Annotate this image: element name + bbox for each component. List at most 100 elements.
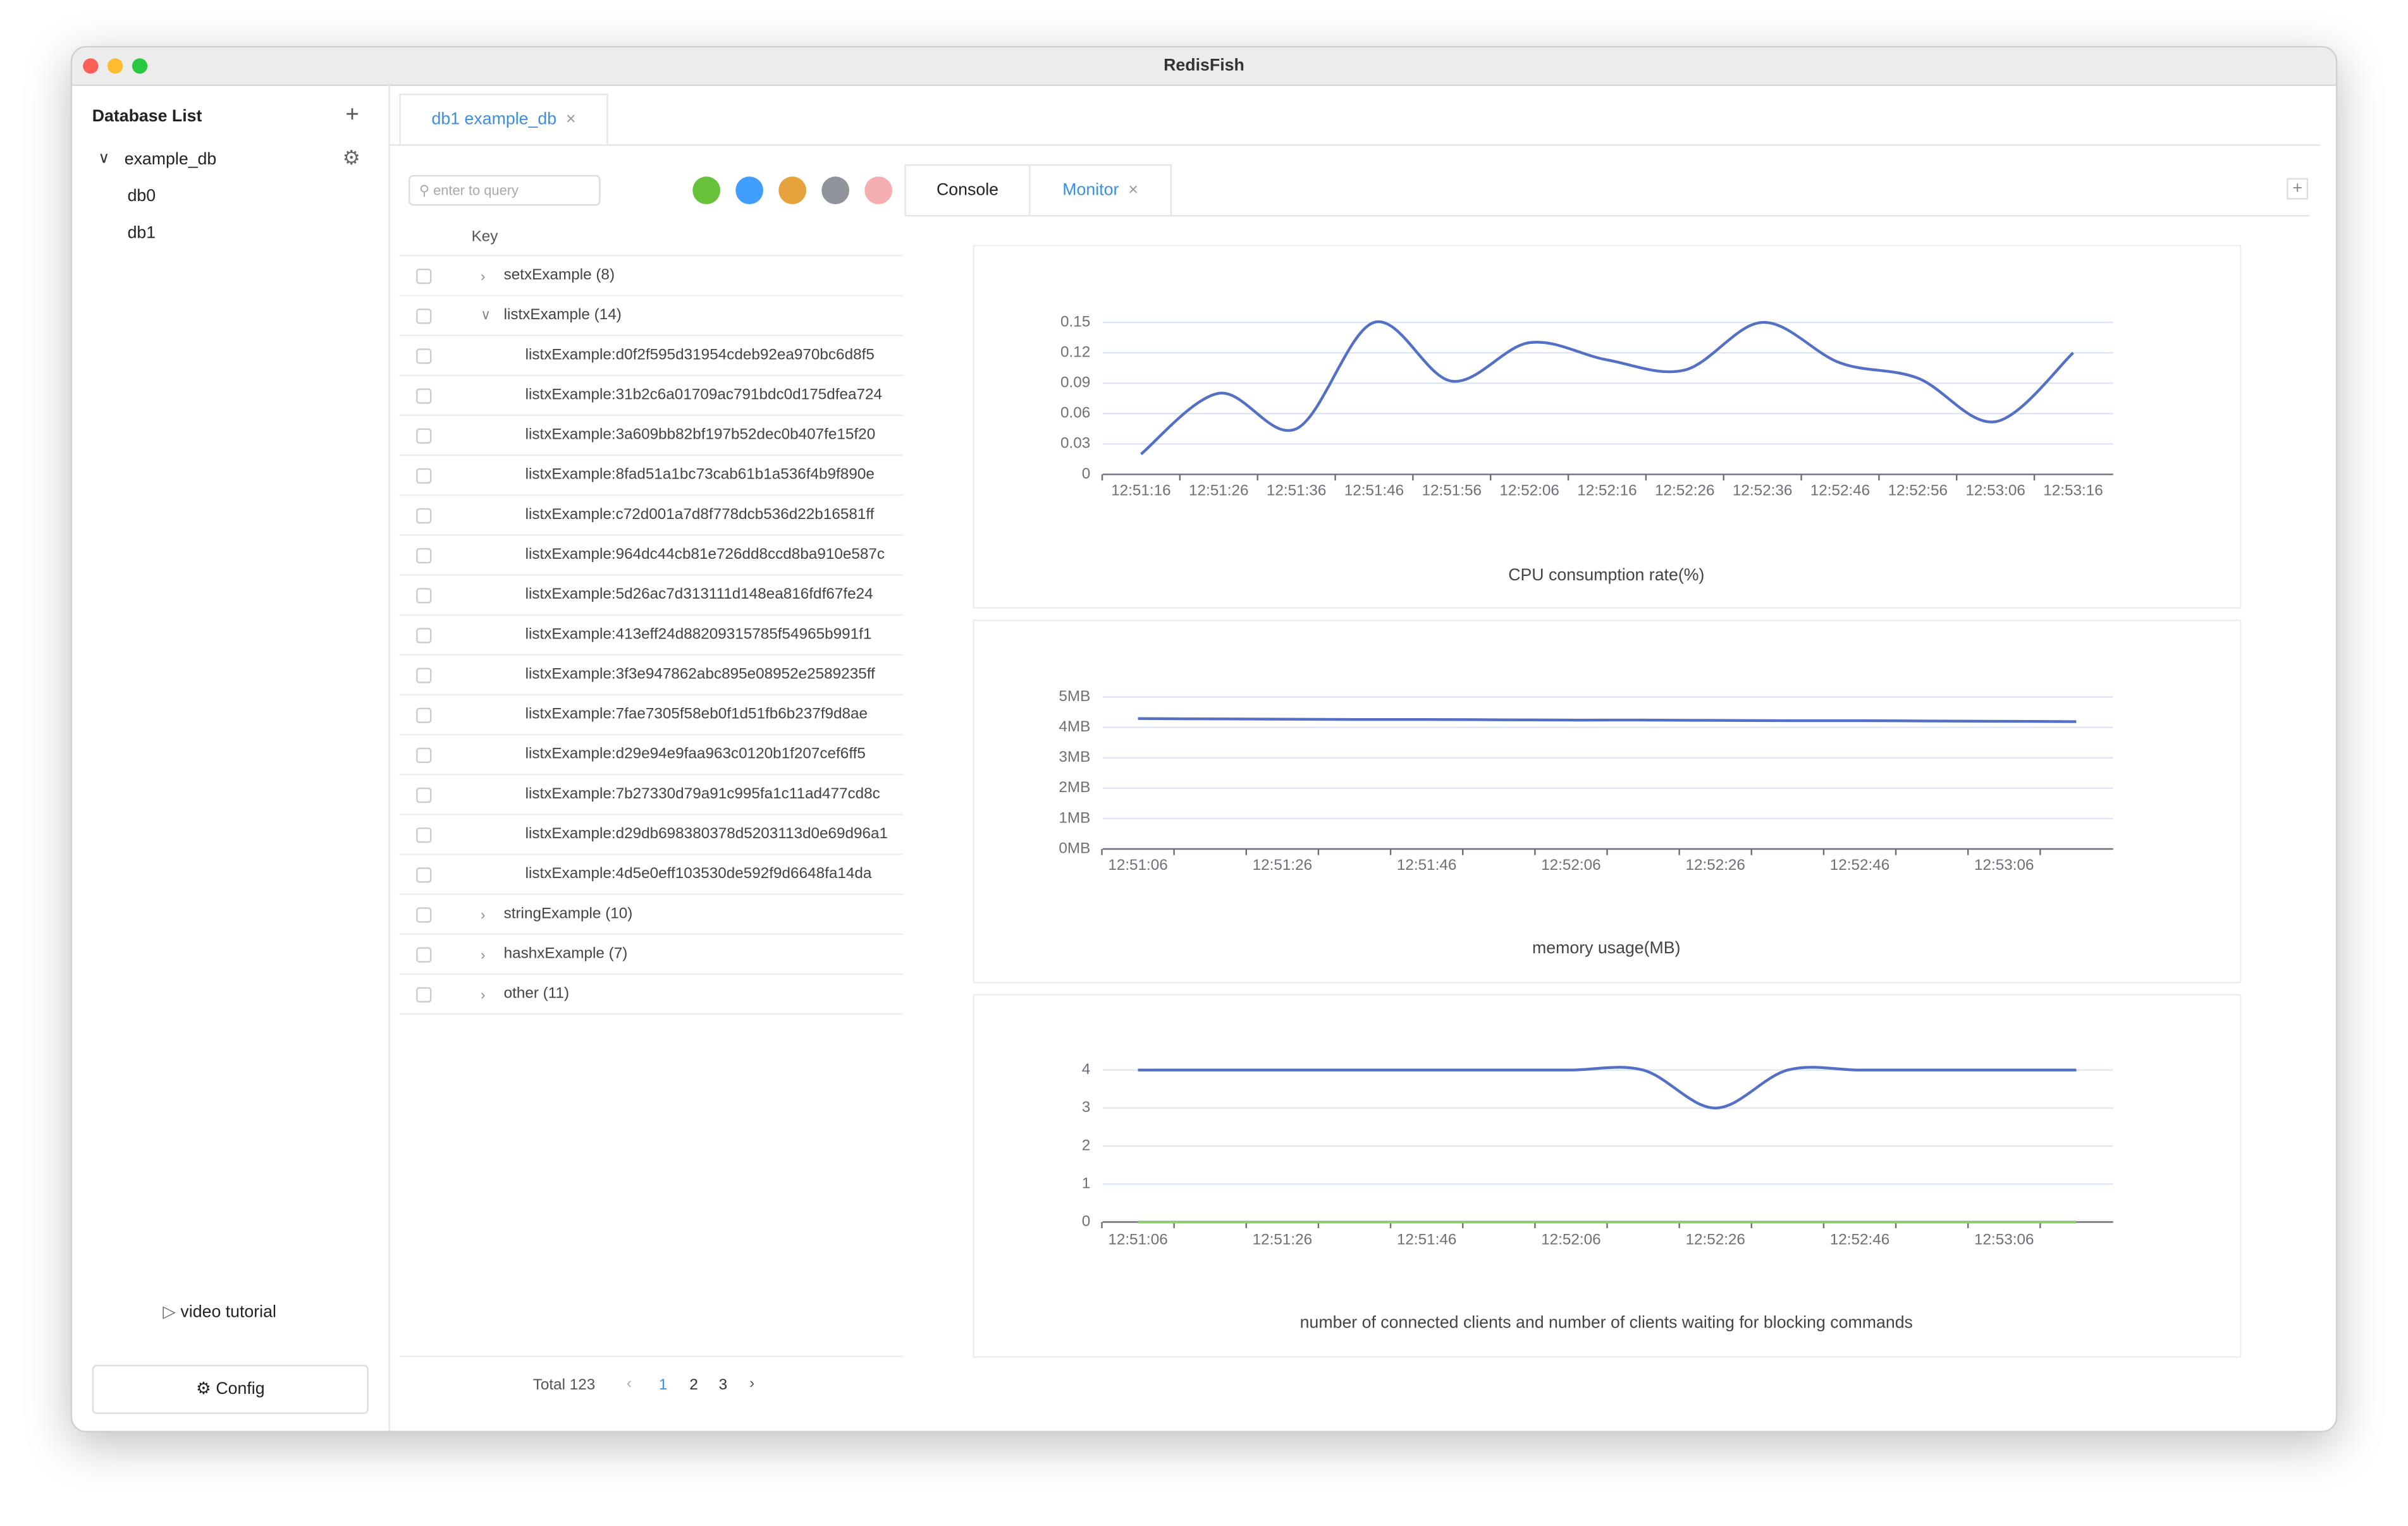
search-input[interactable]: ⚲ enter to query (408, 174, 601, 206)
x-tick-label: 12:52:56 (1888, 482, 1948, 499)
key-row[interactable]: listxExample:964dc44cb81e726dd8ccd8ba910… (399, 536, 903, 576)
x-tick-label: 12:51:46 (1397, 1231, 1456, 1248)
checkbox[interactable] (416, 427, 432, 443)
series-line (1138, 717, 2077, 723)
tab-divider (388, 144, 2321, 146)
chart-title: CPU consumption rate(%) (1508, 565, 1704, 584)
page-number[interactable]: 1 (658, 1377, 668, 1395)
key-row[interactable]: listxExample:31b2c6a01709ac791bdc0d175df… (399, 376, 903, 417)
key-row[interactable]: listxExample:c72d001a7d8f778dcb536d22b16… (399, 496, 903, 536)
checkbox[interactable] (416, 786, 432, 802)
checkbox[interactable] (416, 906, 432, 922)
checkbox[interactable] (416, 507, 432, 523)
add-tab[interactable]: + (2287, 178, 2309, 200)
x-tick-label: 12:52:36 (1733, 482, 1792, 499)
key-name: listxExample:d29db698380378d5203113d0e69… (525, 826, 888, 843)
console-tab[interactable]: Console (904, 164, 1031, 217)
refresh-button[interactable] (821, 176, 849, 204)
key-group-row[interactable]: › setxExample (8) (399, 257, 903, 296)
key-row[interactable]: listxExample:8fad51a1bc73cab61b1a536f4b9… (399, 456, 903, 496)
series-line (1138, 1066, 2077, 1110)
x-tick-label: 12:53:06 (1974, 857, 2034, 874)
expand-arrow[interactable]: ∨ (481, 307, 491, 322)
video-tutorial[interactable]: ▷ video tutorial (163, 1303, 276, 1322)
key-group-row[interactable]: ∨ listxExample (14) (399, 296, 903, 336)
database-item[interactable]: db1 (127, 224, 156, 243)
key-group-row[interactable]: › other (11) (399, 975, 903, 1015)
checkbox[interactable] (416, 267, 432, 284)
key-name: listxExample:3f3e947862abc895e08952e2589… (525, 666, 875, 683)
settings-icon[interactable]: ⚙ (342, 145, 360, 169)
close-button[interactable] (83, 58, 99, 74)
key-row[interactable]: listxExample:5d26ac7d313111d148ea816fdf6… (399, 576, 903, 616)
action-button[interactable] (735, 176, 763, 204)
y-tick-label: 0.15 (1060, 313, 1090, 330)
chart-panel (973, 994, 2242, 1358)
expand-arrow[interactable]: › (481, 906, 486, 922)
checkbox[interactable] (416, 946, 432, 962)
x-tick-label: 12:51:16 (1111, 482, 1170, 499)
y-tick-label: 2 (1082, 1137, 1091, 1154)
key-group-row[interactable]: › stringExample (10) (399, 895, 903, 935)
key-column-header: Key (471, 228, 498, 246)
expand-arrow[interactable]: › (481, 946, 486, 962)
checkbox[interactable] (416, 587, 432, 603)
connection-name[interactable]: example_db (124, 150, 217, 169)
minimize-button[interactable] (107, 58, 123, 74)
key-name: listxExample:8fad51a1bc73cab61b1a536f4b9… (525, 467, 875, 484)
checkbox[interactable] (416, 667, 432, 683)
monitor-tab[interactable]: Monitor × (1030, 164, 1172, 217)
key-row[interactable]: listxExample:7b27330d79a91c995fa1c11ad47… (399, 775, 903, 815)
delete-button[interactable] (864, 176, 892, 204)
checkbox[interactable] (416, 747, 432, 762)
y-tick-label: 5MB (1059, 688, 1090, 705)
key-row[interactable]: listxExample:7fae7305f58eb0f1d51fb6b237f… (399, 695, 903, 736)
key-row[interactable]: listxExample:d0f2f595d31954cdeb92ea970bc… (399, 336, 903, 376)
checkbox[interactable] (416, 547, 432, 563)
series-line (1140, 320, 2074, 456)
next-page[interactable]: › (749, 1375, 755, 1393)
action-button[interactable] (692, 176, 720, 204)
expand-arrow[interactable]: › (481, 267, 486, 284)
key-group-label: hashxExample (7) (503, 945, 628, 963)
expand-arrow[interactable]: › (481, 986, 486, 1002)
chart-title: memory usage(MB) (1532, 938, 1680, 957)
db-tab[interactable]: db1 example_db × (399, 94, 608, 145)
key-name: listxExample:d0f2f595d31954cdeb92ea970bc… (525, 346, 875, 364)
y-tick-label: 1MB (1059, 809, 1090, 826)
config-button[interactable]: ⚙ Config (92, 1364, 369, 1414)
add-connection[interactable]: + (345, 101, 359, 128)
key-name: listxExample:d29e94e9faa963c0120b1f207ce… (525, 746, 866, 763)
prev-page[interactable]: ‹ (626, 1375, 632, 1393)
x-tick-label: 12:53:16 (2043, 482, 2103, 499)
page-number[interactable]: 3 (718, 1377, 728, 1395)
database-item[interactable]: db0 (127, 187, 156, 206)
key-row[interactable]: listxExample:4d5e0eff103530de592f9d6648f… (399, 855, 903, 895)
zoom-button[interactable] (132, 58, 148, 74)
video-tutorial-text: video tutorial (180, 1303, 276, 1322)
key-row[interactable]: listxExample:3f3e947862abc895e08952e2589… (399, 656, 903, 696)
action-button[interactable] (778, 176, 806, 204)
key-row[interactable]: listxExample:d29e94e9faa963c0120b1f207ce… (399, 735, 903, 776)
checkbox[interactable] (416, 826, 432, 843)
expand-icon[interactable]: ∨ (98, 150, 110, 168)
key-group-row[interactable]: › hashxExample (7) (399, 935, 903, 975)
key-row[interactable]: listxExample:d29db698380378d5203113d0e69… (399, 815, 903, 855)
y-tick-label: 0 (1082, 1213, 1091, 1230)
checkbox[interactable] (416, 627, 432, 643)
key-row[interactable]: listxExample:413eff24d88209315785f54965b… (399, 616, 903, 656)
x-tick-label: 12:52:06 (1541, 857, 1600, 874)
checkbox[interactable] (416, 707, 432, 723)
x-tick-label: 12:52:46 (1810, 482, 1870, 499)
key-row[interactable]: listxExample:3a609bb82bf197b52dec0b407fe… (399, 416, 903, 456)
checkbox[interactable] (416, 866, 432, 882)
footer-divider (399, 1355, 903, 1357)
x-tick-label: 12:53:06 (1974, 1231, 2034, 1248)
checkbox[interactable] (416, 388, 432, 403)
checkbox[interactable] (416, 307, 432, 324)
checkbox[interactable] (416, 467, 432, 483)
checkbox[interactable] (416, 986, 432, 1002)
checkbox[interactable] (416, 348, 432, 363)
page-number[interactable]: 2 (689, 1377, 698, 1395)
